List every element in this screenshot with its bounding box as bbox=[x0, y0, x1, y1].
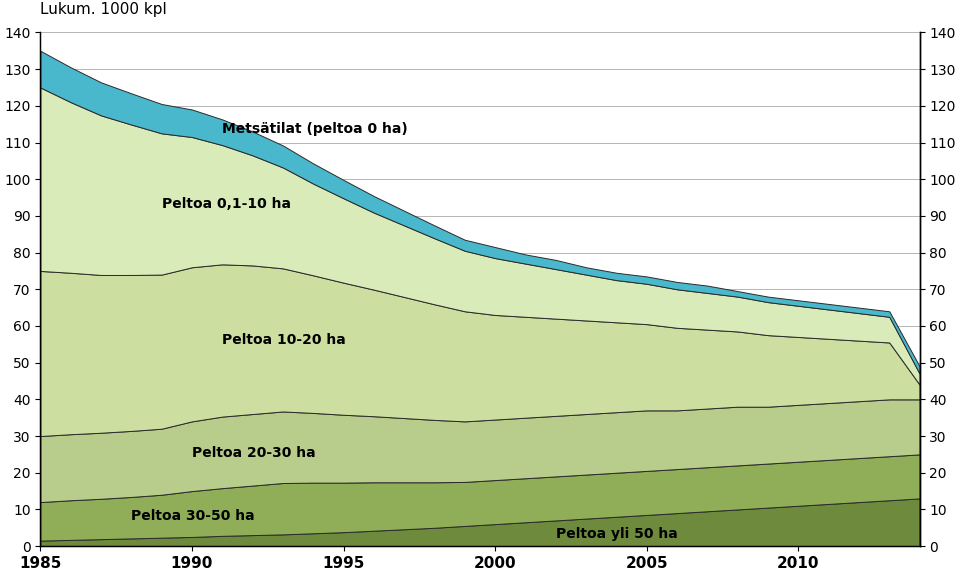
Text: Metsätilat (peltoa 0 ha): Metsätilat (peltoa 0 ha) bbox=[223, 121, 408, 136]
Text: Peltoa 30-50 ha: Peltoa 30-50 ha bbox=[132, 509, 255, 523]
Text: Peltoa 0,1-10 ha: Peltoa 0,1-10 ha bbox=[161, 197, 291, 211]
Text: Peltoa yli 50 ha: Peltoa yli 50 ha bbox=[556, 527, 678, 542]
Text: Peltoa 20-30 ha: Peltoa 20-30 ha bbox=[192, 446, 316, 459]
Text: Peltoa 10-20 ha: Peltoa 10-20 ha bbox=[223, 334, 346, 347]
Text: Lukum. 1000 kpl: Lukum. 1000 kpl bbox=[40, 2, 167, 17]
